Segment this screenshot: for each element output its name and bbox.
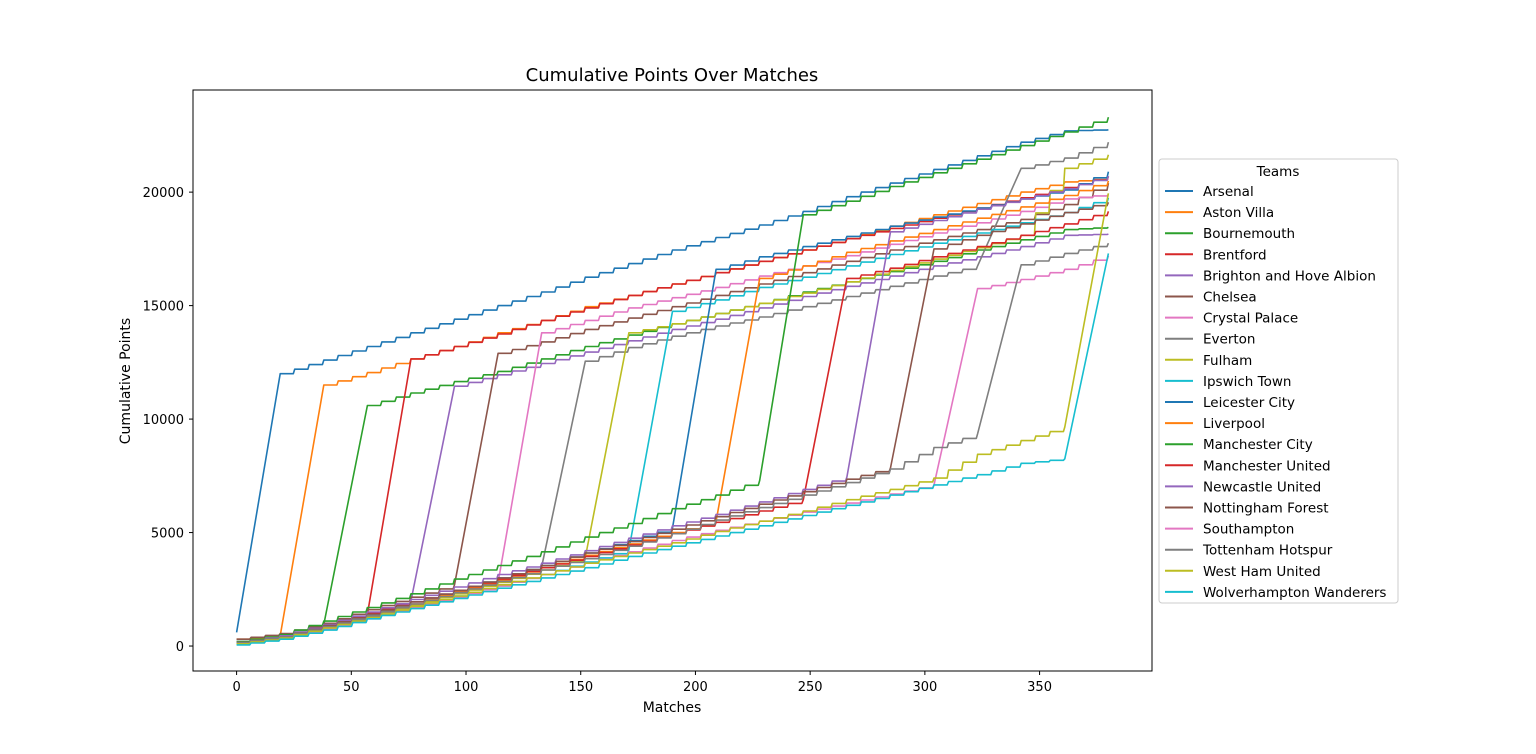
y-tick-label: 5000	[151, 527, 184, 542]
x-tick-label: 50	[343, 680, 360, 695]
legend-item-ipswich-town: Ipswich Town	[1165, 374, 1291, 390]
legend-label: Brighton and Hove Albion	[1203, 268, 1376, 284]
x-tick-label: 150	[568, 680, 593, 695]
legend-label: Bournemouth	[1203, 226, 1295, 242]
legend-label: Arsenal	[1203, 184, 1254, 200]
legend-label: Manchester United	[1203, 458, 1331, 474]
legend-item-bournemouth: Bournemouth	[1165, 226, 1295, 242]
legend: Teams Arsenal Aston Villa Bournemouth Brent…	[1158, 158, 1399, 604]
legend-item-newcastle-united: Newcastle United	[1165, 479, 1321, 495]
legend-label: Leicester City	[1203, 395, 1295, 411]
legend-item-crystal-palace: Crystal Palace	[1165, 311, 1298, 327]
legend-label: Nottingham Forest	[1203, 501, 1329, 517]
legend-item-brighton-and-hove-albion: Brighton and Hove Albion	[1165, 268, 1376, 284]
y-tick-label: 15000	[143, 300, 184, 315]
y-axis-ticks: 0 5000 10000 15000 20000	[143, 186, 193, 655]
legend-label: Liverpool	[1203, 416, 1265, 432]
x-tick-label: 300	[912, 680, 937, 695]
plot-frame	[192, 89, 1153, 672]
chart-title: Cumulative Points Over Matches	[526, 65, 819, 86]
legend-item-arsenal: Arsenal	[1165, 184, 1254, 200]
legend-label: Chelsea	[1203, 290, 1257, 306]
legend-item-west-ham-united: West Ham United	[1165, 564, 1321, 580]
legend-box	[1158, 158, 1399, 604]
legend-label: Everton	[1203, 332, 1255, 348]
legend-title: Teams	[1256, 164, 1300, 180]
x-tick-label: 0	[232, 680, 240, 695]
legend-item-manchester-united: Manchester United	[1165, 458, 1331, 474]
legend-label: West Ham United	[1203, 564, 1321, 580]
legend-items: Arsenal Aston Villa Bournemouth Brentford Br…	[1165, 184, 1386, 601]
legend-item-southampton: Southampton	[1165, 522, 1294, 538]
series-line-arsenal	[235, 128, 1109, 633]
legend-label: Fulham	[1203, 353, 1252, 369]
x-tick-label: 100	[454, 680, 479, 695]
legend-label: Wolverhampton Wanderers	[1203, 585, 1386, 601]
legend-item-fulham: Fulham	[1165, 353, 1252, 369]
legend-label: Crystal Palace	[1203, 311, 1298, 327]
y-axis-label: Cumulative Points	[118, 318, 134, 444]
legend-item-aston-villa: Aston Villa	[1165, 205, 1274, 221]
plot-lines	[235, 116, 1110, 646]
x-tick-label: 200	[683, 680, 708, 695]
x-tick-label: 250	[798, 680, 823, 695]
x-axis-label: Matches	[643, 700, 702, 716]
legend-label: Ipswich Town	[1203, 374, 1291, 390]
legend-label: Aston Villa	[1203, 205, 1274, 221]
legend-label: Tottenham Hotspur	[1202, 543, 1333, 559]
legend-label: Brentford	[1203, 247, 1267, 263]
legend-label: Newcastle United	[1203, 479, 1321, 495]
series-line-everton	[236, 141, 1110, 645]
series-line-manchester-city	[236, 116, 1110, 643]
legend-item-nottingham-forest: Nottingham Forest	[1165, 501, 1329, 517]
legend-item-brentford: Brentford	[1165, 247, 1267, 263]
legend-item-everton: Everton	[1165, 332, 1255, 348]
x-axis-ticks: 0 50 100 150 200 250 300 350	[232, 671, 1052, 695]
legend-item-tottenham-hotspur: Tottenham Hotspur	[1165, 543, 1333, 559]
series-line-wolverhampton-wanderers	[236, 253, 1110, 646]
y-tick-label: 20000	[143, 186, 184, 201]
x-tick-label: 350	[1027, 680, 1052, 695]
legend-item-leicester-city: Leicester City	[1165, 395, 1295, 411]
y-tick-label: 0	[176, 640, 184, 655]
y-tick-label: 10000	[143, 413, 184, 428]
legend-item-liverpool: Liverpool	[1165, 416, 1265, 432]
legend-item-wolverhampton-wanderers: Wolverhampton Wanderers	[1165, 585, 1386, 601]
legend-label: Southampton	[1203, 522, 1294, 538]
legend-item-manchester-city: Manchester City	[1165, 437, 1313, 453]
legend-label: Manchester City	[1203, 437, 1313, 453]
legend-item-chelsea: Chelsea	[1165, 290, 1257, 306]
